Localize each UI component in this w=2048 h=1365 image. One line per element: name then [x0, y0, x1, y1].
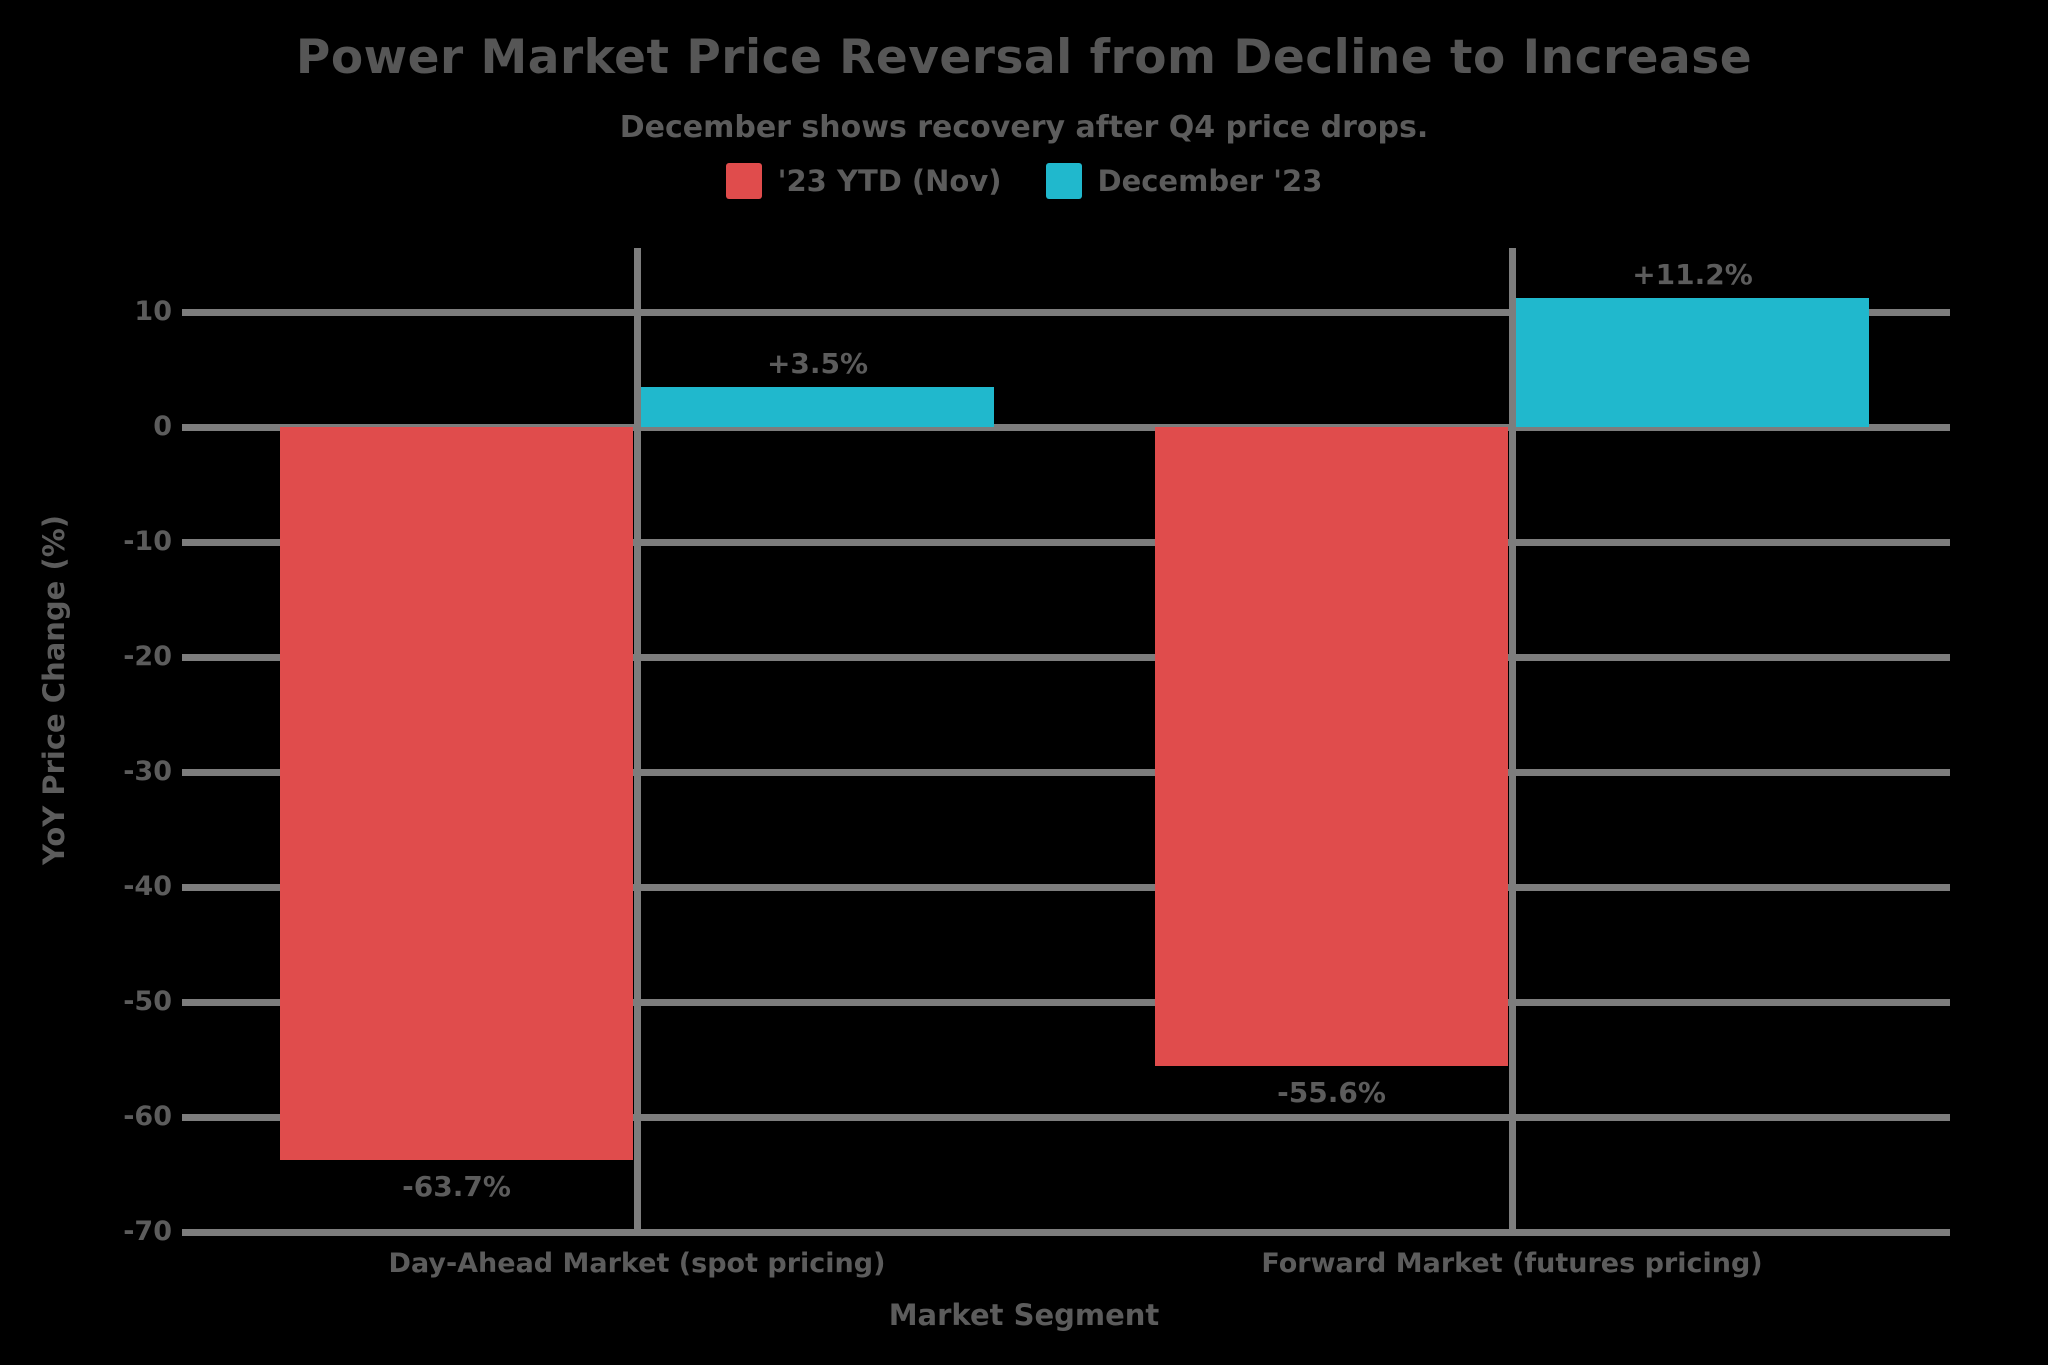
y-gridline — [182, 883, 1950, 891]
y-axis-title: YoY Price Change (%) — [37, 514, 71, 866]
y-tick-label: -10 — [123, 526, 172, 557]
y-gridline — [182, 308, 1950, 316]
y-gridline — [182, 653, 1950, 661]
y-gridline — [182, 423, 1950, 431]
y-gridline — [182, 1113, 1950, 1121]
y-gridline — [182, 768, 1950, 776]
x-tick-label: Day-Ahead Market (spot pricing) — [388, 1248, 886, 1279]
chart-subtitle: December shows recovery after Q4 price d… — [619, 110, 1429, 145]
bar-value-label: -63.7% — [402, 1169, 511, 1203]
y-gridline — [182, 1228, 1950, 1236]
y-tick-label: 0 — [153, 411, 172, 442]
y-tick-label: -50 — [123, 986, 172, 1017]
legend-label: December '23 — [1097, 164, 1323, 198]
bar-value-label: +11.2% — [1632, 258, 1753, 292]
legend-label: '23 YTD (Nov) — [777, 164, 1002, 198]
legend: '23 YTD (Nov) December '23 — [0, 156, 2048, 206]
legend-swatch-icon — [1045, 163, 1082, 199]
x-gridline — [633, 248, 641, 1236]
y-tick-label: 10 — [134, 296, 172, 327]
y-tick-label: -40 — [123, 871, 172, 902]
bar-decline — [280, 427, 633, 1160]
legend-item: '23 YTD (Nov) — [725, 163, 1002, 199]
chart-title: Power Market Price Reversal from Decline… — [295, 30, 1753, 85]
bar-decline — [1155, 427, 1508, 1067]
bar-value-label: +3.5% — [766, 346, 869, 380]
bar-increase — [1516, 298, 1869, 427]
bar-value-label: -55.6% — [1277, 1076, 1386, 1110]
legend-item: December '23 — [1045, 163, 1323, 199]
y-tick-label: -60 — [123, 1101, 172, 1132]
bar-increase — [641, 386, 994, 427]
x-axis-title: Market Segment — [888, 1298, 1160, 1332]
y-tick-label: -30 — [123, 756, 172, 787]
legend-swatch-icon — [725, 163, 762, 199]
y-tick-label: -70 — [123, 1216, 172, 1247]
y-tick-label: -20 — [123, 641, 172, 672]
x-gridline — [1508, 248, 1516, 1236]
y-gridline — [182, 538, 1950, 546]
y-gridline — [182, 998, 1950, 1006]
x-tick-label: Forward Market (futures pricing) — [1261, 1248, 1763, 1279]
